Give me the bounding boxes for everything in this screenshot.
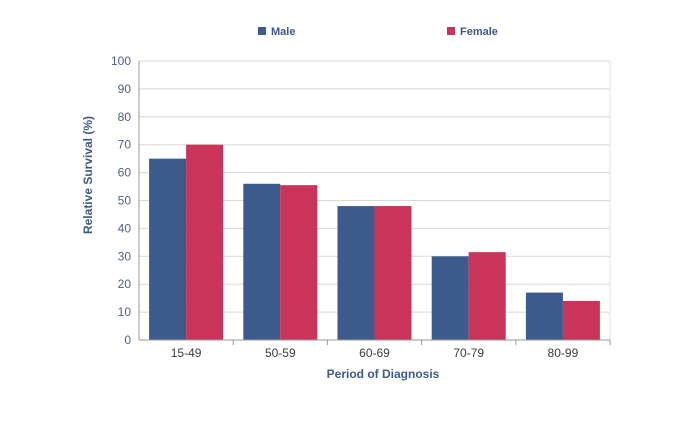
bar-male-70-79 [431, 256, 469, 340]
y-axis-title: Relative Survival (%) [81, 116, 95, 234]
y-tick-label: 100 [111, 54, 131, 68]
y-tick-label: 10 [118, 305, 132, 319]
y-tick-labels: 0 10 20 30 40 50 60 70 80 90 100 [111, 54, 131, 347]
x-tick-label: 70-79 [453, 346, 484, 360]
bar-female-60-69 [374, 206, 412, 340]
y-tick-label: 70 [118, 138, 132, 152]
bar-male-60-69 [337, 206, 375, 340]
y-tick-label: 60 [118, 166, 132, 180]
y-tick-label: 50 [118, 194, 132, 208]
bar-female-15-49 [186, 144, 224, 340]
x-axis-title: Period of Diagnosis [327, 367, 440, 381]
axes [138, 61, 611, 345]
x-tick-labels: 15-49 50-59 60-69 70-79 80-99 [171, 346, 579, 360]
x-tick-label: 50-59 [265, 346, 296, 360]
x-tick-label: 80-99 [548, 346, 579, 360]
y-tick-label: 40 [118, 221, 132, 235]
bar-female-80-99 [562, 300, 600, 340]
legend-label-female: Female [460, 26, 498, 38]
x-tick-label: 60-69 [359, 346, 390, 360]
legend-label-male: Male [271, 26, 295, 38]
y-tick-label: 0 [124, 333, 131, 347]
y-tick-label: 20 [118, 277, 132, 291]
y-tick-label: 90 [118, 82, 132, 96]
bars [149, 144, 600, 340]
legend: Male Female [258, 26, 498, 38]
bar-female-70-79 [468, 252, 506, 340]
bar-female-50-59 [280, 185, 318, 340]
x-tick-label: 15-49 [171, 346, 202, 360]
y-tick-label: 30 [118, 249, 132, 263]
bar-male-80-99 [525, 292, 563, 340]
y-tick-label: 80 [118, 110, 132, 124]
legend-swatch-male [258, 27, 266, 35]
bar-male-15-49 [149, 158, 187, 340]
bar-male-50-59 [243, 183, 281, 340]
legend-swatch-female [447, 27, 455, 35]
